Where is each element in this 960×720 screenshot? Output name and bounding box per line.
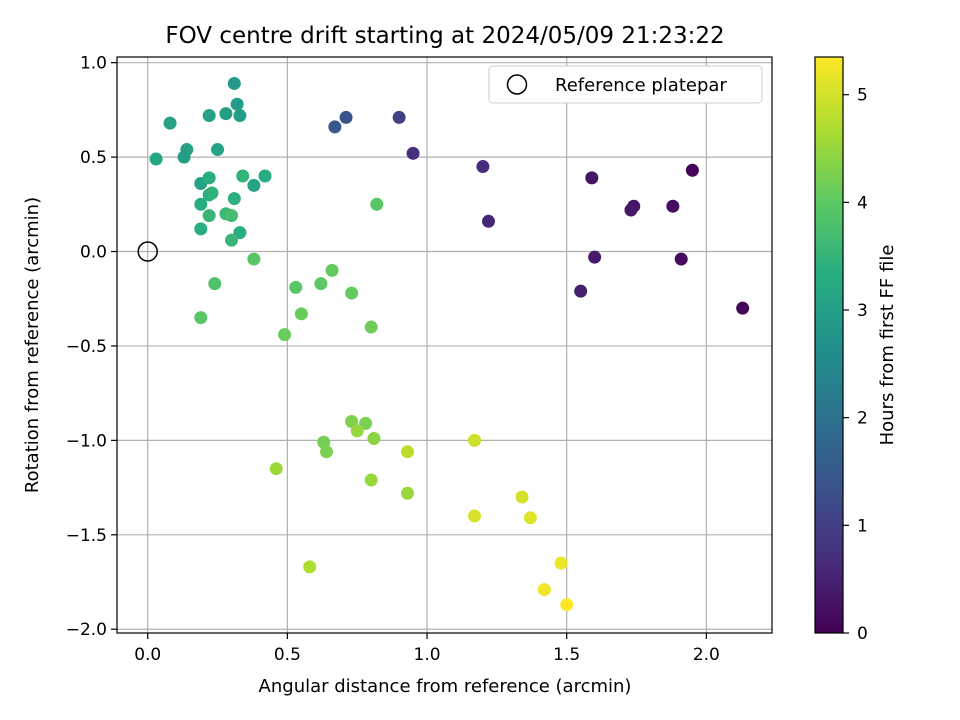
data-point-23 (177, 150, 191, 164)
data-point-10 (476, 160, 490, 174)
data-point-37 (194, 222, 208, 236)
data-point-40 (370, 197, 384, 211)
plot-area-frame (116, 56, 773, 634)
colorbar-tick-label-2: 2 (857, 409, 868, 429)
data-point-13 (339, 110, 353, 124)
data-point-26 (202, 171, 216, 185)
data-point-19 (202, 109, 216, 123)
data-point-38 (233, 226, 247, 240)
data-point-31 (236, 169, 250, 183)
colorbar-tick-label-1: 1 (857, 516, 868, 536)
colorbar-tick-label-5: 5 (857, 86, 868, 106)
data-point-11 (406, 146, 420, 160)
y-tick-label-0: 1.0 (80, 54, 107, 74)
colorbar-ticks: 0 1 2 3 4 5 (843, 86, 868, 644)
data-point-30 (227, 192, 241, 206)
data-point-14 (328, 120, 342, 134)
grid-lines (117, 57, 772, 633)
x-tick-label-2: 1.0 (414, 645, 441, 665)
data-point-34 (202, 209, 216, 223)
data-point-44 (325, 263, 339, 277)
data-point-39 (225, 233, 239, 247)
reference-platepar-marker (137, 241, 158, 262)
data-point-8 (574, 284, 588, 298)
colorbar-tick-label-4: 4 (857, 193, 868, 213)
data-point-12 (392, 110, 406, 124)
data-point-65 (523, 511, 537, 525)
data-point-50 (278, 328, 292, 342)
x-axis-ticks: 0.0 0.5 1.0 1.5 2.0 (134, 633, 720, 665)
data-point-62 (468, 433, 482, 447)
data-point-32 (247, 178, 261, 192)
x-tick-label-1: 0.5 (274, 645, 301, 665)
x-tick-label-0: 0.0 (134, 645, 161, 665)
data-point-52 (359, 416, 373, 430)
data-point-53 (350, 424, 364, 438)
chart-title: FOV centre drift starting at 2024/05/09 … (165, 23, 724, 49)
legend-reference-marker (506, 74, 528, 95)
data-point-51 (345, 414, 359, 428)
x-tick-label-3: 1.5 (553, 645, 580, 665)
legend-entry-reference-platepar: Reference platepar (555, 75, 727, 96)
data-point-42 (208, 277, 222, 291)
legend: Reference platepar (488, 65, 763, 104)
y-tick-label-5: −1.5 (66, 526, 107, 546)
data-point-61 (303, 560, 317, 574)
data-point-22 (211, 143, 225, 157)
data-point-49 (364, 320, 378, 334)
data-point-57 (269, 462, 283, 476)
y-tick-label-2: 0.0 (80, 243, 107, 263)
data-point-17 (233, 109, 247, 123)
y-axis-ticks: 1.0 0.5 0.0 −0.5 −1.0 −1.5 −2.0 (66, 54, 117, 640)
data-point-45 (314, 277, 328, 291)
data-point-7 (588, 250, 602, 264)
legend-box (488, 65, 763, 104)
data-point-54 (367, 431, 381, 445)
data-point-1 (736, 301, 750, 315)
data-point-58 (364, 473, 378, 487)
colorbar-tick-label-0: 0 (857, 624, 868, 644)
data-point-33 (258, 169, 272, 183)
data-point-0 (685, 163, 699, 177)
data-point-41 (247, 252, 261, 266)
scatter-points (149, 76, 750, 612)
y-tick-label-3: −0.5 (66, 337, 107, 357)
data-point-46 (289, 280, 303, 294)
y-tick-label-4: −1.0 (66, 431, 107, 451)
data-point-15 (227, 76, 241, 90)
data-point-56 (319, 445, 333, 459)
data-point-36 (225, 209, 239, 223)
data-point-5 (624, 203, 638, 217)
data-point-9 (481, 214, 495, 228)
data-point-16 (230, 97, 244, 111)
data-point-6 (585, 171, 599, 185)
colorbar-label: Hours from first FF file (877, 245, 898, 446)
y-tick-label-6: −2.0 (66, 620, 107, 640)
data-point-2 (674, 252, 688, 266)
colorbar (814, 56, 844, 634)
data-point-20 (163, 116, 177, 130)
data-point-24 (149, 152, 163, 166)
data-point-29 (194, 197, 208, 211)
data-point-59 (400, 445, 414, 459)
data-point-28 (205, 186, 219, 200)
data-point-67 (537, 583, 551, 597)
data-point-68 (560, 598, 574, 612)
data-point-3 (666, 199, 680, 213)
colorbar-tick-label-3: 3 (857, 301, 868, 321)
x-tick-label-4: 2.0 (693, 645, 720, 665)
y-axis-label: Rotation from reference (arcmin) (22, 197, 43, 493)
data-point-43 (194, 311, 208, 325)
data-point-48 (294, 307, 308, 321)
data-point-63 (468, 509, 482, 523)
x-axis-label: Angular distance from reference (arcmin) (259, 676, 632, 697)
data-point-18 (219, 107, 233, 121)
data-point-47 (345, 286, 359, 300)
y-tick-label-1: 0.5 (80, 148, 107, 168)
data-point-64 (515, 490, 529, 504)
data-point-60 (400, 486, 414, 500)
data-point-66 (554, 556, 568, 570)
